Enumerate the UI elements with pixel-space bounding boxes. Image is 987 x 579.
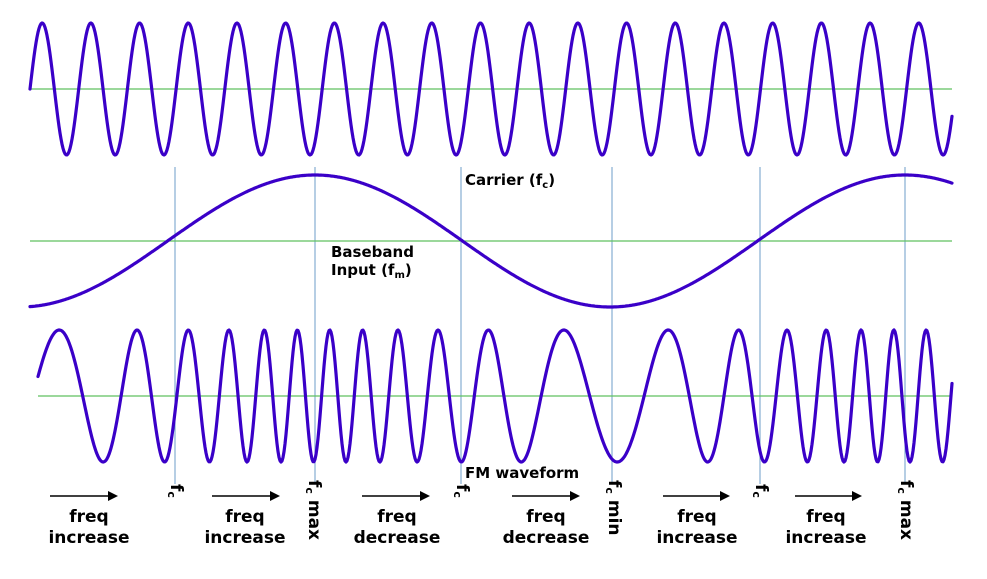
freq-change-label: freq increase [656,507,738,548]
carrier-label-text: Carrier (f [465,171,543,189]
frequency-marker: fc max [895,480,916,541]
freq-change-label: freq decrease [353,507,441,548]
fm-waveform-label: FM waveform [465,464,580,482]
baseband-label: Baseband Input (fm) [331,243,414,285]
right-arrow-icon [50,491,118,501]
frequency-marker: fc [165,484,186,498]
fm-wave [36,328,954,464]
baseband-wave [28,173,954,309]
frequency-marker: fc max [303,480,324,541]
right-arrow-icon [795,491,862,501]
carrier-label-sub: c [542,180,549,191]
baseband-label-end: ) [404,261,412,279]
baseband-label-line2: Input (fm) [331,261,414,285]
freq-change-label: freq increase [48,507,130,548]
freq-change-label: freq decrease [502,507,590,548]
carrier-wave [28,21,954,157]
right-arrow-icon [362,491,430,501]
baseband-label-line1: Baseband [331,243,414,261]
frequency-marker: fc min [603,480,624,536]
freq-change-label: freq increase [204,507,286,548]
baseband-label-main: Input (f [331,261,395,279]
marker-lines [174,167,906,484]
frequency-marker: fc [750,484,771,498]
right-arrow-icon [512,491,580,501]
frequency-marker: fc [451,484,472,498]
right-arrow-icon [663,491,730,501]
direction-arrows [50,491,862,501]
carrier-label: Carrier (fc) [465,171,555,195]
freq-change-label: freq increase [785,507,867,548]
baseband-label-sub: m [394,270,405,281]
right-arrow-icon [212,491,280,501]
carrier-label-end: ) [548,171,556,189]
